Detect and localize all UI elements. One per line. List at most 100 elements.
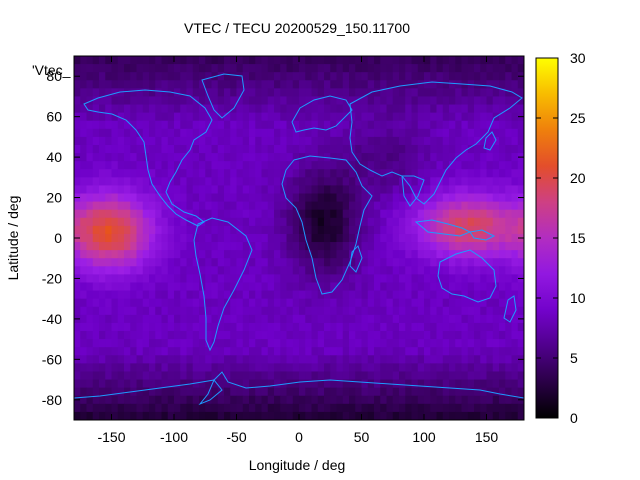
heatmap-cell [399,136,406,146]
heatmap-cell [211,96,219,106]
heatmap-cell [455,96,463,106]
heatmap-cell [474,274,481,284]
heatmap-cell [424,250,431,259]
heatmap-cell [386,112,394,122]
heatmap-cell [317,217,325,227]
heatmap-cell [430,403,438,413]
heatmap-cell [480,403,488,413]
heatmap-cell [311,250,319,259]
heatmap-cell [492,250,500,259]
heatmap-cell [142,169,150,178]
heatmap-cell [380,322,388,332]
heatmap-cell [274,169,281,178]
heatmap-cell [205,258,213,267]
heatmap-cell [417,395,425,405]
heatmap-cell [317,161,325,170]
heatmap-cell [505,96,513,106]
heatmap-cell [261,104,269,114]
heatmap-cell [299,266,306,275]
heatmap-cell [380,201,388,211]
heatmap-cell [349,201,356,211]
heatmap-cell [499,225,506,235]
heatmap-cell [361,136,369,146]
heatmap-cell [261,169,269,178]
heatmap-cell [105,331,113,340]
heatmap-cell [261,331,269,340]
heatmap-cell [486,64,494,73]
heatmap-cell [192,185,200,195]
heatmap-cell [292,403,300,413]
heatmap-cell [392,282,400,292]
heatmap-cell [99,80,106,89]
heatmap-cell [92,395,100,405]
heatmap-cell [192,258,200,267]
heatmap-cell [136,411,144,420]
heatmap-cell [424,258,431,267]
heatmap-cell [417,306,425,316]
heatmap-cell [511,56,519,65]
heatmap-cell [480,120,488,130]
heatmap-cell [267,161,275,170]
heatmap-cell [230,177,238,187]
heatmap-cell [386,144,394,154]
heatmap-cell [255,112,263,122]
heatmap-cell [342,161,350,170]
heatmap-cell [367,274,375,284]
heatmap-cell [436,88,444,98]
heatmap-cell [480,274,488,284]
heatmap-cell [442,201,450,211]
heatmap-cell [411,250,419,259]
heatmap-cell [511,169,519,178]
heatmap-cell [299,64,306,73]
heatmap-cell [92,209,100,219]
heatmap-cell [217,169,225,178]
heatmap-cell [180,411,188,420]
heatmap-cell [111,266,119,275]
heatmap-cell [267,153,275,162]
heatmap-cell [261,298,269,308]
heatmap-cell [361,88,369,98]
heatmap-cell [149,411,156,420]
heatmap-cell [311,217,319,227]
heatmap-cell [192,363,200,373]
heatmap-cell [205,339,213,348]
heatmap-cell [80,290,88,300]
heatmap-cell [224,104,231,114]
heatmap-cell [305,395,313,405]
heatmap-cell [424,201,431,211]
heatmap-cell [392,177,400,187]
heatmap-cell [517,161,524,170]
heatmap-cell [355,64,363,73]
heatmap-cell [174,80,181,89]
heatmap-cell [255,225,263,235]
heatmap-cell [442,80,450,89]
heatmap-cell [274,104,281,114]
heatmap-cell [280,250,288,259]
heatmap-cell [505,209,513,219]
heatmap-cell [361,96,369,106]
heatmap-cell [274,96,281,106]
heatmap-cell [86,88,94,98]
heatmap-cell [499,72,506,81]
heatmap-cell [274,306,281,316]
heatmap-cell [180,403,188,413]
heatmap-cell [411,347,419,356]
heatmap-cell [430,314,438,324]
heatmap-cell [286,314,294,324]
heatmap-cell [217,395,225,405]
heatmap-cell [380,153,388,162]
heatmap-cell [349,331,356,340]
heatmap-cell [211,128,219,138]
heatmap-cell [124,411,131,420]
heatmap-cell [442,339,450,348]
heatmap-cell [430,193,438,203]
heatmap-cell [142,298,150,308]
heatmap-cell [430,217,438,227]
heatmap-cell [130,339,138,348]
heatmap-cell [361,225,369,235]
y-tick-label: -60 [42,351,62,367]
heatmap-cell [411,88,419,98]
heatmap-cell [99,395,106,405]
heatmap-cell [86,72,94,81]
heatmap-cell [392,120,400,130]
